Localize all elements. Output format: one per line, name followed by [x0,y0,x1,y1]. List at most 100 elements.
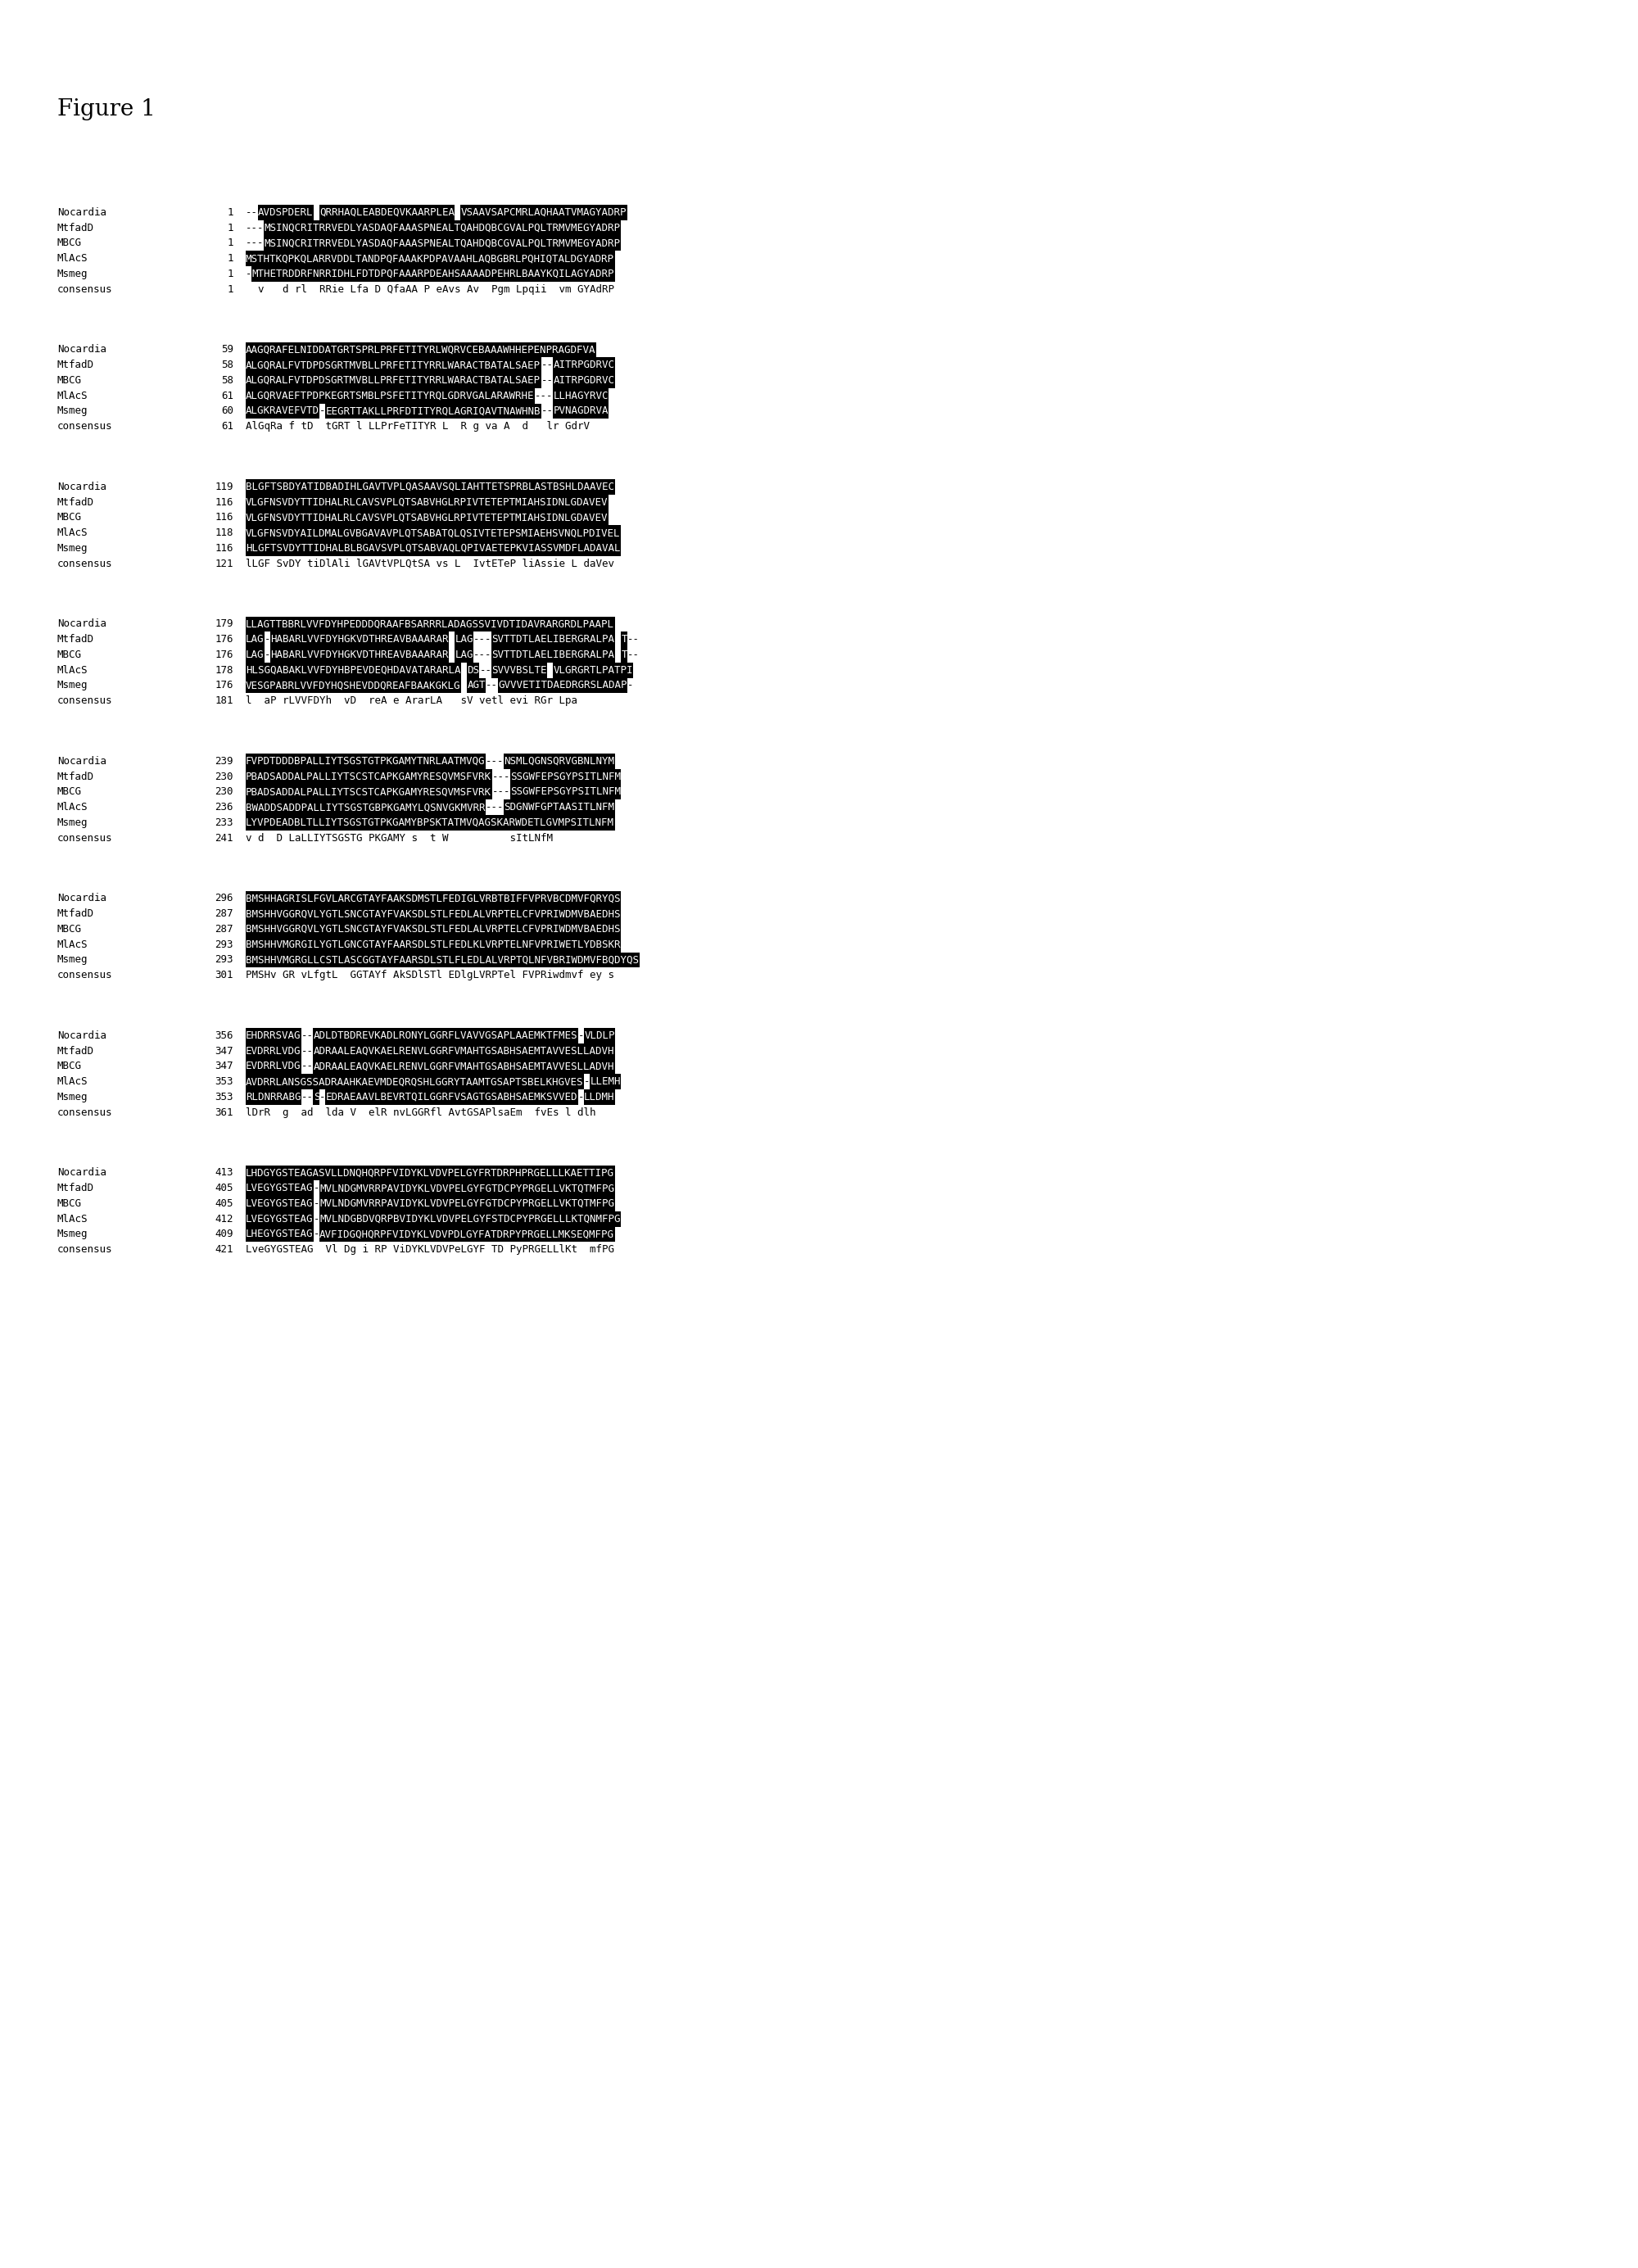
Text: MBCG: MBCG [57,649,82,660]
Text: MtfadD: MtfadD [57,909,95,919]
Text: 353: 353 [215,1077,234,1086]
Text: 230: 230 [215,787,234,798]
Text: --: -- [627,635,639,644]
Text: ADRAALEAQVKAELRENVLGGRFVMAHTGSABHSAEMTAVVESLLADVH: ADRAALEAQVKAELRENVLGGRFVMAHTGSABHSAEMTAV… [313,1046,614,1057]
Bar [246,540,621,556]
Text: ---: --- [536,390,554,401]
Text: VLGRGRTLPATPI: VLGRGRTLPATPI [554,665,634,676]
Text: VLGFNSVDYAILDMALGVBGAVAVPLQTSABATQLQSIVTETEPSMIAEHSVNQLPDIVEL: VLGFNSVDYAILDMALGVBGAVAVPLQTSABATQLQSIVT… [246,528,621,538]
Text: SVTTDTLAELIBERGRALPA: SVTTDTLAELIBERGRALPA [491,635,614,644]
Bar [319,1211,621,1227]
Text: T: T [621,649,627,660]
Text: --: -- [480,665,491,676]
Text: Msmeg: Msmeg [57,268,88,279]
Text: BMSHHVMGRGILYGTLGNCGTAYFAARSDLSTLFEDLKLVRPTELNFVPRIWETLYDBSKR: BMSHHVMGRGILYGTLGNCGTAYFAARSDLSTLFEDLKLV… [246,939,621,950]
Text: -: - [313,1184,319,1193]
Bar [246,753,485,769]
Bar [454,646,473,662]
Text: QRRHAQLEABDEQVKAARPLEA: QRRHAQLEABDEQVKAARPLEA [319,206,455,218]
Text: AVFIDGQHQRPFVIDYKLVDVPDLGYFATDRPYPRGELLMKSEQMFPG: AVFIDGQHQRPFVIDYKLVDVPDLGYFATDRPYPRGELLM… [319,1229,614,1241]
Text: MlAcS: MlAcS [57,528,88,538]
Text: BMSHHVMGRGLLCSTLASCGGTAYFAARSDLSTLFLEDLALVRPTQLNFVBRIWDMVFBQDYQS: BMSHHVMGRGLLCSTLASCGGTAYFAARSDLSTLFLEDLA… [246,955,639,966]
Text: --: -- [301,1061,313,1073]
Bar [454,633,473,646]
Text: consensus: consensus [57,284,113,295]
Bar [246,1179,313,1195]
Text: -: - [578,1030,585,1041]
Text: EEGRTTAKLLPRFDTITYRQLAGRIQAVTNAWHNB: EEGRTTAKLLPRFDTITYRQLAGRIQAVTNAWHNB [326,406,541,417]
Text: HABARLVVFDYHGKVDTHREAVBAAARAR: HABARLVVFDYHGKVDTHREAVBAAARAR [270,649,449,660]
Text: 356: 356 [215,1030,234,1041]
Text: FVPDTDDDBPALLIYTSGSTGTPKGAMYTNRLAATMVQG: FVPDTDDDBPALLIYTSGSTGTPKGAMYTNRLAATMVQG [246,755,485,767]
Bar [246,1195,313,1211]
Bar [246,1075,585,1089]
Bar [491,633,614,646]
Text: 413: 413 [215,1168,234,1177]
Bar [246,510,609,526]
Text: 236: 236 [215,803,234,812]
Text: Msmeg: Msmeg [57,1229,88,1241]
Text: VLGFNSVDYTTIDHALRLCAVSVPLQTSABVHGLRPIVTETEPTMIAHSIDNLGDAVEV: VLGFNSVDYTTIDHALRLCAVSVPLQTSABVHGLRPIVTE… [246,513,608,524]
Text: MBCG: MBCG [57,374,82,386]
Text: MVLNDGMVRRPAVIDYKLVDVPELGYFGTDCPYPRGELLVKTQTMFPG: MVLNDGMVRRPAVIDYKLVDVPELGYFGTDCPYPRGELLV… [319,1184,614,1193]
Text: 116: 116 [215,513,234,524]
Text: PBADSADDALPALLIYTSCSTCAPKGAMYRESQVMSFVRK: PBADSADDALPALLIYTSCSTCAPKGAMYRESQVMSFVRK [246,771,491,782]
Text: AVDSPDERL: AVDSPDERL [259,206,313,218]
Text: LAG: LAG [246,635,264,644]
Text: EDRAEAAVLBEVRTQILGGRFVSAGTGSABHSAEMKSVVED: EDRAEAAVLBEVRTQILGGRFVSAGTGSABHSAEMKSVVE… [326,1091,578,1102]
Text: consensus: consensus [57,1107,113,1118]
Text: 178: 178 [215,665,234,676]
Bar [583,1089,614,1105]
Bar [257,204,313,220]
Text: EHDRRSVAG: EHDRRSVAG [246,1030,301,1041]
Text: consensus: consensus [57,558,113,569]
Text: -: - [627,680,634,692]
Bar [246,921,621,937]
Bar [246,814,614,830]
Bar [491,662,547,678]
Text: MlAcS: MlAcS [57,665,88,676]
Text: lDrR  g  ad  lda V  elR nvLGGRfl AvtGSAPlsaEm  fvEs l dlh: lDrR g ad lda V elR nvLGGRfl AvtGSAPlsaE… [246,1107,596,1118]
Bar [319,1195,614,1211]
Bar [246,633,264,646]
Text: -: - [264,635,270,644]
Text: EVDRRLVDG: EVDRRLVDG [246,1061,301,1073]
Text: MSINQCRITRRVEDLYASDAQFAAASPNEALTQAHDQBCGVALPQLTRMVMEGYADRP: MSINQCRITRRVEDLYASDAQFAAASPNEALTQAHDQBCG… [264,238,621,249]
Bar [319,1179,614,1195]
Text: 176: 176 [215,649,234,660]
Text: MtfadD: MtfadD [57,361,95,370]
Bar [264,220,621,236]
Text: T: T [621,635,627,644]
Text: MBCG: MBCG [57,787,82,798]
Text: BMSHHVGGRQVLYGTLSNCGTAYFVAKSDLSTLFEDLALVRPTELCFVPRIWDMVBAEDHS: BMSHHVGGRQVLYGTLSNCGTAYFVAKSDLSTLFEDLALV… [246,909,621,919]
Text: 116: 116 [215,542,234,553]
Bar [621,633,627,646]
Text: LLEMH: LLEMH [590,1077,621,1086]
Text: consensus: consensus [57,696,113,705]
Text: ---: --- [246,222,264,234]
Text: 412: 412 [215,1213,234,1225]
Bar [319,1227,614,1243]
Text: NSMLQGNSQRVGBNLNYM: NSMLQGNSQRVGBNLNYM [505,755,614,767]
Text: VLDLP: VLDLP [585,1030,614,1041]
Bar [554,372,614,388]
Text: Nocardia: Nocardia [57,619,106,628]
Bar [505,801,614,814]
Text: MlAcS: MlAcS [57,1077,88,1086]
Text: ALGQRALFVTDPDSGRTMVBLLPRFETITYRRLWARACTBATALSAEP: ALGQRALFVTDPDSGRTMVBLLPRFETITYRRLWARACTB… [246,374,541,386]
Text: AVDRRLANSGSSADRAAHKAEVMDEQRQSHLGGRYTAAMTGSAPTSBELKHGVES: AVDRRLANSGSSADRAAHKAEVMDEQRQSHLGGRYTAAMT… [246,1077,583,1086]
Text: 1: 1 [228,268,234,279]
Text: -: - [264,649,270,660]
Bar [313,1059,614,1075]
Text: 293: 293 [215,939,234,950]
Bar [505,753,614,769]
Text: PVNAGDRVA: PVNAGDRVA [554,406,609,417]
Bar [491,646,614,662]
Text: AlGqRa f tD  tGRT l LLPrFeTITYR L  R g va A  d   lr GdrV: AlGqRa f tD tGRT l LLPrFeTITYR L R g va … [246,422,590,431]
Text: 405: 405 [215,1198,234,1209]
Text: PMSHv GR vLfgtL  GGTAYf AkSDlSTl EDlgLVRPTel FVPRiwdmvf ey s: PMSHv GR vLfgtL GGTAYf AkSDlSTl EDlgLVRP… [246,971,614,980]
Text: -: - [319,406,326,417]
Bar [264,236,621,252]
Text: Nocardia: Nocardia [57,481,106,492]
Bar [246,1227,313,1243]
